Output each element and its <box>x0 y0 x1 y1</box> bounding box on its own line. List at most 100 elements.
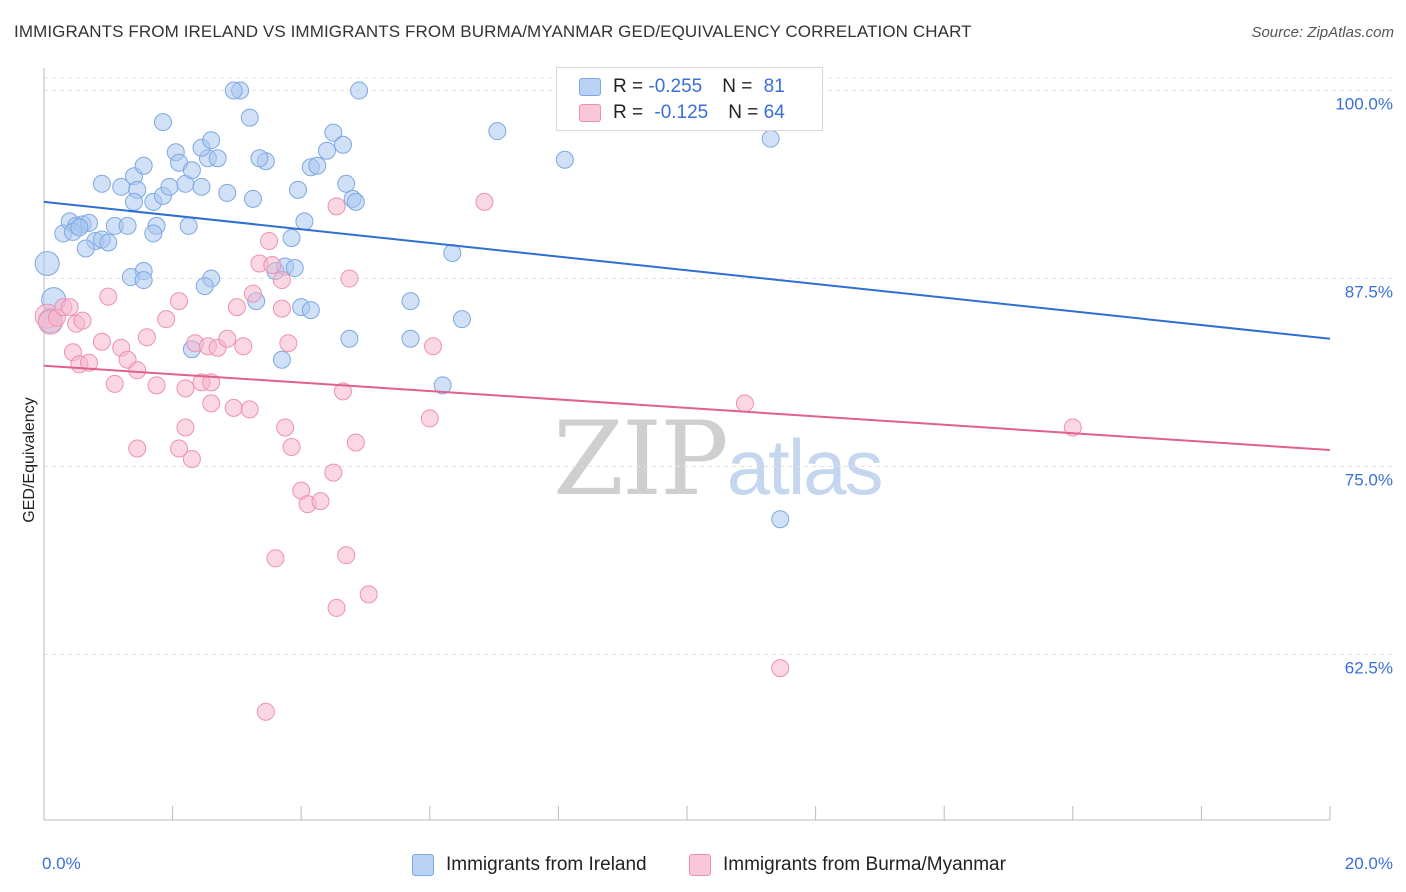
legend-label-burma: Immigrants from Burma/Myanmar <box>723 854 1006 875</box>
ireland-point <box>134 156 153 175</box>
source-label: Source: ZipAtlas.com <box>1251 24 1394 41</box>
burma-point <box>420 409 439 428</box>
ireland-point <box>761 129 780 148</box>
ireland-point <box>340 329 359 348</box>
burma-point <box>327 197 346 216</box>
grid-lines <box>44 77 1393 656</box>
burma-point <box>234 337 253 356</box>
ireland-point <box>34 251 60 277</box>
burma-point <box>333 382 352 401</box>
burma-point <box>224 398 243 417</box>
burma-point <box>346 433 365 452</box>
burma-point <box>128 439 147 458</box>
ireland-point <box>308 156 327 175</box>
ireland-point <box>134 271 153 290</box>
burma-point <box>359 585 378 604</box>
ireland-point <box>317 141 336 160</box>
burma-swatch <box>579 104 601 122</box>
ireland-point <box>771 510 790 529</box>
burma-point <box>266 549 285 568</box>
burma-point <box>276 418 295 437</box>
legend-label-ireland: Immigrants from Ireland <box>446 854 647 875</box>
ireland-point <box>295 212 314 231</box>
burma-point <box>260 231 279 250</box>
ireland-point <box>346 192 365 211</box>
ireland-point <box>401 292 420 311</box>
ireland-point <box>182 161 201 180</box>
burma-point <box>256 702 275 721</box>
burma-point <box>73 311 92 330</box>
burma-point <box>282 438 301 457</box>
burma-point <box>279 334 298 353</box>
axes <box>43 68 1331 821</box>
burma-point <box>202 373 221 392</box>
burma-point <box>99 287 118 306</box>
ireland-point <box>350 81 369 100</box>
ireland-point <box>324 123 343 142</box>
r-value: -0.125 <box>654 102 709 123</box>
burma-point <box>60 298 79 317</box>
ireland-point <box>208 149 227 168</box>
watermark-zip: ZIP <box>553 400 729 519</box>
ireland-point <box>160 177 179 196</box>
ireland-point <box>153 113 172 132</box>
burma-point <box>424 337 443 356</box>
burma-point <box>240 400 259 419</box>
burma-point <box>176 418 195 437</box>
ireland-point <box>243 189 262 208</box>
burma-point <box>337 546 356 565</box>
burma-point <box>218 329 237 348</box>
ireland-trend-line <box>43 200 1331 340</box>
y-tick-label: 75.0% <box>1345 471 1393 490</box>
ireland-point <box>224 81 243 100</box>
ireland-point <box>118 216 137 235</box>
ireland-point <box>144 224 163 243</box>
burma-point <box>475 192 494 211</box>
legend-item-burma: Immigrants from Burma/Myanmar <box>689 852 1006 878</box>
burma-point <box>311 492 330 511</box>
ireland-point <box>250 149 269 168</box>
x-tick-label: 0.0% <box>42 854 81 873</box>
ireland-point <box>555 150 574 169</box>
trend-lines <box>43 200 1331 452</box>
burma-point <box>80 353 99 372</box>
ireland-point <box>195 277 214 296</box>
chart-title: IMMIGRANTS FROM IRELAND VS IMMIGRANTS FR… <box>14 22 972 41</box>
ireland-point <box>337 174 356 193</box>
burma-point <box>147 376 166 395</box>
ireland-swatch <box>412 854 434 876</box>
burma-point <box>170 292 189 311</box>
ireland-point <box>192 177 211 196</box>
burma-point <box>105 374 124 393</box>
ireland-point <box>401 329 420 348</box>
stats-legend: R = -0.255 N = 81 R = -0.125 N = 64 <box>556 67 823 131</box>
y-tick-label: 62.5% <box>1345 659 1393 678</box>
burma-point <box>128 361 147 380</box>
n-label: N = <box>722 76 758 97</box>
series-legend: Immigrants from Ireland Immigrants from … <box>0 852 1406 878</box>
ireland-point <box>488 122 507 141</box>
ireland-point <box>333 135 352 154</box>
burma-point <box>771 659 790 678</box>
ireland-point <box>99 233 118 252</box>
n-label: N = <box>728 102 764 123</box>
n-value: 64 <box>763 102 785 123</box>
ireland-point <box>218 183 237 202</box>
burma-point <box>227 298 246 317</box>
burma-point <box>157 310 176 329</box>
burma-point <box>272 271 291 290</box>
stats-row-ireland: R = -0.255 N = 81 <box>579 75 785 99</box>
burma-point <box>170 439 189 458</box>
burma-point <box>735 394 754 413</box>
ireland-swatch <box>579 78 601 96</box>
legend-item-ireland: Immigrants from Ireland <box>412 852 647 878</box>
x-tick-label: 20.0% <box>1345 854 1393 873</box>
burma-point <box>324 463 343 482</box>
ireland-point <box>452 310 471 329</box>
watermark: ZIPatlas <box>553 400 884 519</box>
ireland-point <box>288 180 307 199</box>
data-points <box>34 81 1082 721</box>
ireland-point <box>443 243 462 262</box>
ireland-point <box>301 301 320 320</box>
ireland-point <box>433 376 452 395</box>
